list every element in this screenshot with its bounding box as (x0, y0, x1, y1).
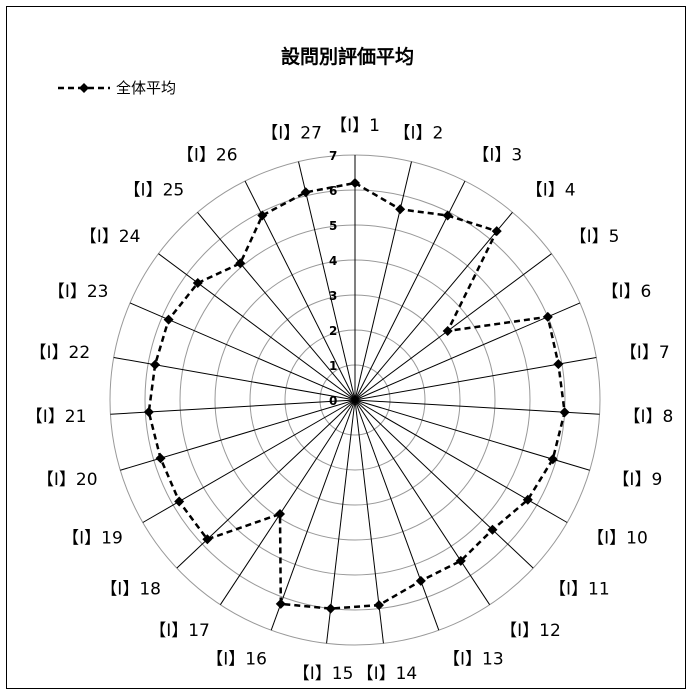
axis-spoke (129, 302, 356, 401)
axis-spoke (176, 399, 356, 569)
category-label: 【I】23 (48, 282, 109, 302)
data-point (559, 407, 570, 418)
data-point (174, 496, 185, 507)
category-label: 【I】8 (624, 407, 674, 427)
category-label: 【I】9 (612, 470, 662, 490)
tick-label: 5 (329, 219, 337, 233)
axis-spoke (326, 399, 356, 644)
axis-spoke (197, 211, 356, 401)
category-label: 【I】24 (80, 227, 141, 247)
category-label: 【I】5 (570, 227, 620, 247)
data-point (192, 277, 203, 288)
category-label: 【I】6 (602, 282, 652, 302)
axis-spoke (219, 399, 356, 605)
data-point (143, 407, 154, 418)
category-label: 【I】4 (526, 180, 576, 200)
data-point (547, 454, 558, 465)
data-point (325, 603, 336, 614)
tick-label: 3 (329, 289, 337, 303)
data-point (487, 524, 498, 535)
data-point (553, 359, 564, 370)
tick-label: 0 (329, 394, 337, 408)
axis-spoke (298, 161, 356, 401)
category-label: 【I】7 (620, 343, 670, 363)
category-label: 【I】1 (330, 116, 380, 136)
tick-label: 4 (329, 254, 337, 268)
axis-spoke (354, 211, 513, 401)
axis-spoke (270, 399, 356, 631)
axis-spoke (354, 399, 534, 569)
category-label: 【I】21 (26, 407, 87, 427)
category-label: 【I】16 (206, 649, 267, 669)
category-label: 【I】15 (293, 664, 354, 684)
category-label: 【I】2 (393, 123, 443, 143)
axis-spoke (354, 399, 568, 523)
category-label: 【I】22 (30, 343, 91, 363)
data-point (415, 575, 426, 586)
legend-marker-icon (58, 82, 110, 93)
data-point (275, 598, 286, 609)
data-point (300, 187, 311, 198)
data-point (163, 314, 174, 325)
category-label: 【I】27 (261, 123, 322, 143)
category-label: 【I】14 (357, 664, 418, 684)
series-line (147, 181, 566, 610)
data-point (455, 555, 466, 566)
tick-label: 6 (329, 184, 337, 198)
category-label: 【I】13 (443, 649, 504, 669)
data-point (395, 204, 406, 215)
chart-title: 設問別評価平均 (280, 46, 414, 68)
axis-spoke (354, 399, 491, 605)
data-point (491, 226, 502, 237)
category-label: 【I】10 (587, 529, 648, 549)
axis-spoke (354, 399, 600, 415)
category-label: 【I】17 (149, 621, 210, 641)
tick-label: 2 (329, 324, 337, 338)
data-point (442, 326, 453, 337)
axis-spoke (354, 253, 552, 401)
axis-spoke (354, 161, 412, 401)
category-label: 【I】18 (100, 580, 161, 600)
tick-label: 7 (329, 149, 337, 163)
tick-label: 1 (329, 359, 337, 373)
data-point (442, 210, 453, 221)
axis-spoke (113, 356, 356, 401)
category-label: 【I】26 (177, 145, 238, 165)
category-label: 【I】19 (62, 529, 123, 549)
data-point (257, 210, 268, 221)
legend: 全体平均 (56, 77, 176, 98)
data-point (235, 258, 246, 269)
axis-spoke (158, 253, 356, 401)
axis-spoke (354, 302, 581, 401)
category-label: 【I】12 (500, 621, 561, 641)
axis-spoke (142, 399, 356, 523)
data-point (150, 359, 161, 370)
axis-spoke (354, 399, 440, 631)
category-label: 【I】3 (472, 145, 522, 165)
legend-label: 全体平均 (116, 79, 177, 97)
category-label: 【I】11 (549, 580, 610, 600)
data-point (542, 311, 553, 322)
data-point (155, 453, 166, 464)
data-point (373, 600, 384, 611)
category-label: 【I】25 (124, 180, 185, 200)
data-point (202, 534, 213, 545)
data-point (274, 509, 285, 520)
data-point (350, 178, 360, 188)
data-point (522, 494, 533, 505)
category-label: 【I】20 (37, 470, 98, 490)
